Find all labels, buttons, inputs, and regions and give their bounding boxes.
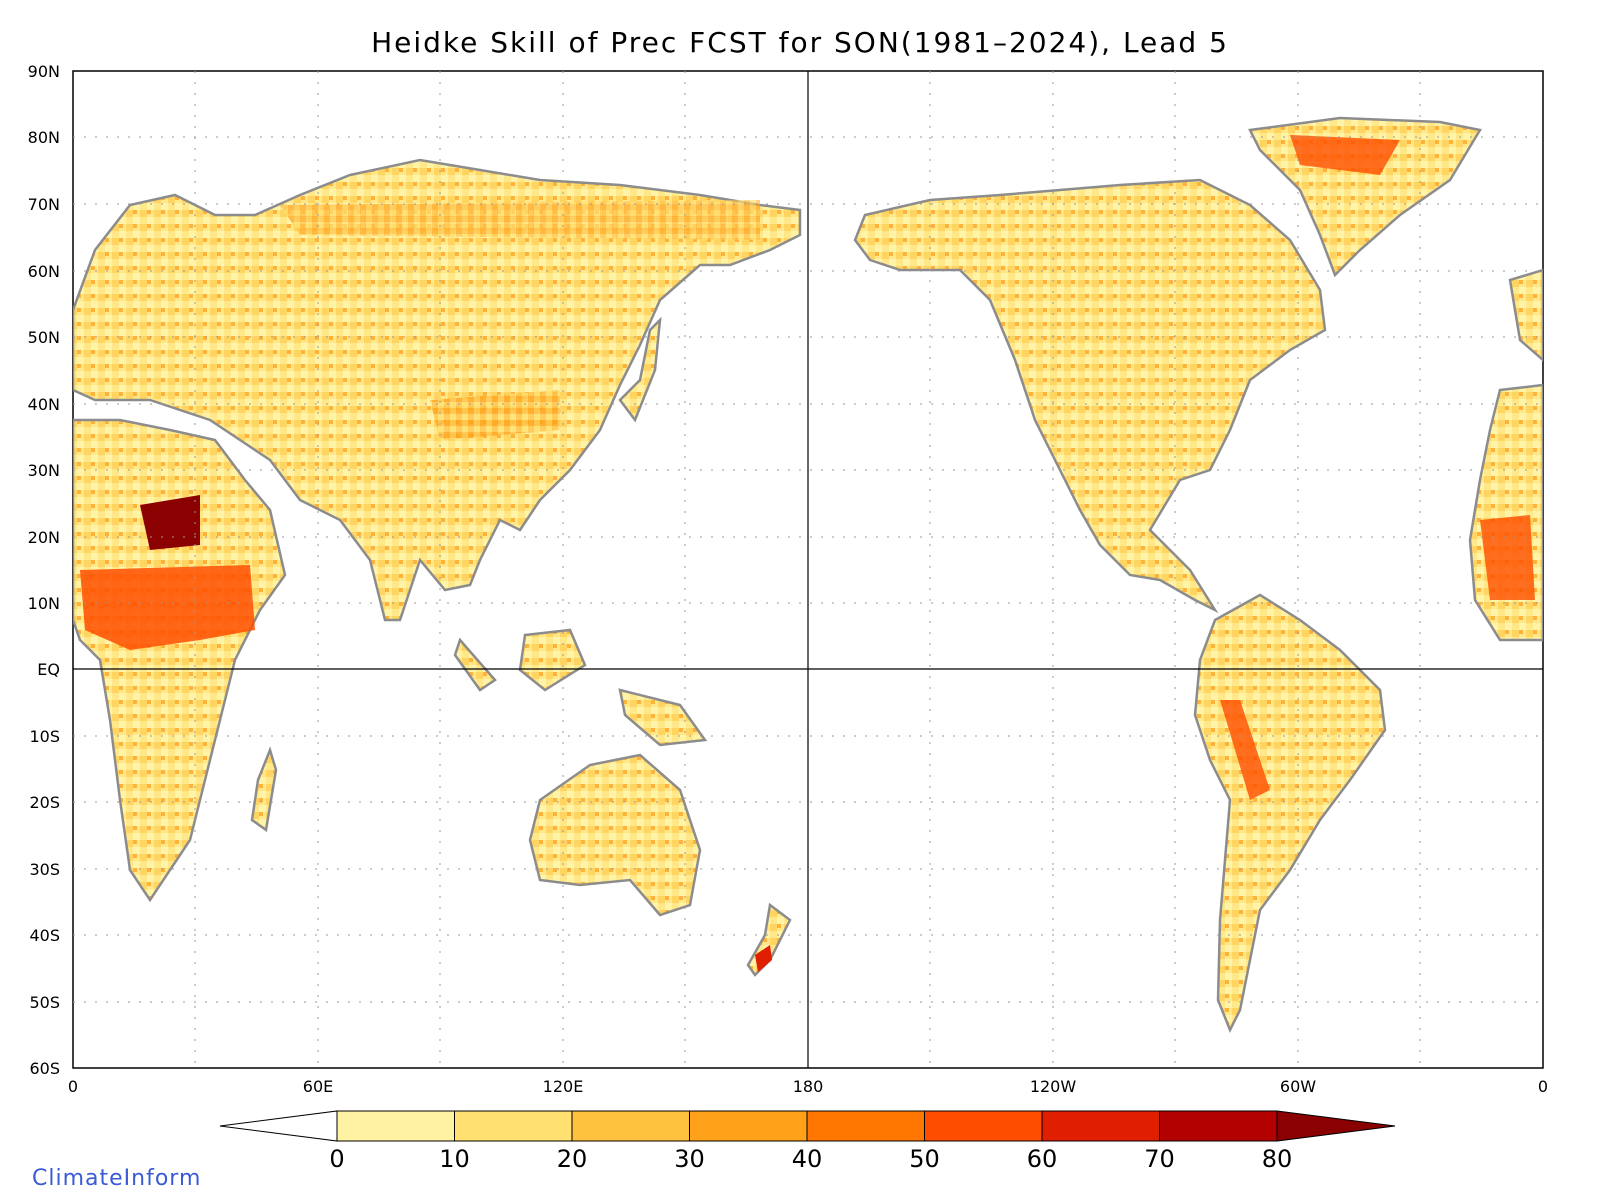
colorbar: 0 10 20 30 40 50 60 70 80 bbox=[219, 1110, 1396, 1173]
skill-hotspots bbox=[80, 135, 1535, 972]
map-title: Heidke Skill of Prec FCST for SON(1981–2… bbox=[371, 26, 1229, 59]
madagascar-landmass bbox=[250, 746, 278, 833]
hotspot-new-zealand bbox=[755, 945, 772, 972]
lon-tick-label: 0 bbox=[68, 1077, 78, 1096]
sumatra-landmass bbox=[453, 637, 497, 692]
lon-tick-label: 60W bbox=[1280, 1077, 1316, 1096]
lon-tick-label: 0 bbox=[1538, 1077, 1548, 1096]
colorbar-label: 0 bbox=[329, 1145, 344, 1173]
colorbar-label: 60 bbox=[1027, 1145, 1058, 1173]
japan-landmass bbox=[618, 316, 662, 423]
colorbar-label: 30 bbox=[674, 1145, 705, 1173]
colorbar-swatch bbox=[336, 1110, 455, 1142]
borneo-landmass bbox=[518, 628, 587, 692]
hotspot-north-africa bbox=[140, 495, 200, 550]
lat-tick-label: 30S bbox=[29, 860, 60, 879]
colorbar-swatch bbox=[454, 1110, 573, 1142]
iberia-east-landmass bbox=[1508, 268, 1543, 362]
hotspot-greenland bbox=[1290, 135, 1400, 175]
lon-tick-label: 120E bbox=[543, 1077, 584, 1096]
lon-axis: 0 60E 120E 180 120W 60W 0 bbox=[68, 1077, 1548, 1096]
lat-tick-label: 60N bbox=[28, 262, 60, 281]
lat-tick-label: 10S bbox=[29, 727, 60, 746]
north-america-landmass bbox=[853, 178, 1327, 614]
colorbar-labels: 0 10 20 30 40 50 60 70 80 bbox=[329, 1145, 1292, 1173]
lat-tick-label: 60S bbox=[29, 1059, 60, 1078]
colorbar-label: 70 bbox=[1144, 1145, 1175, 1173]
colorbar-swatch bbox=[924, 1110, 1043, 1142]
hotspot-sahel bbox=[80, 565, 255, 650]
hotspot-west-africa bbox=[1480, 515, 1535, 600]
lat-axis: 90N 80N 70N 60N 50N 40N 30N 20N 10N EQ 1… bbox=[28, 62, 60, 1078]
lon-gridlines bbox=[194, 71, 1421, 1068]
colorbar-label: 10 bbox=[439, 1145, 470, 1173]
colorbar-label: 80 bbox=[1262, 1145, 1293, 1173]
lat-tick-label: 30N bbox=[28, 461, 60, 480]
credit-label: ClimateInform bbox=[32, 1166, 202, 1191]
lat-tick-label: 80N bbox=[28, 128, 60, 147]
eurasia-landmass bbox=[73, 158, 802, 622]
colorbar-swatch bbox=[806, 1110, 925, 1142]
lat-tick-label: 40S bbox=[29, 926, 60, 945]
colorbar-label: 20 bbox=[557, 1145, 588, 1173]
new-guinea-landmass bbox=[618, 688, 708, 747]
colorbar-over-arrow bbox=[1276, 1110, 1396, 1142]
hotspot-siberia bbox=[280, 200, 760, 240]
lat-tick-label: 10N bbox=[28, 594, 60, 613]
lat-tick-label: 50S bbox=[29, 993, 60, 1012]
colorbar-swatch bbox=[689, 1110, 808, 1142]
lat-tick-label: 20N bbox=[28, 528, 60, 547]
lon-tick-label: 120W bbox=[1030, 1077, 1077, 1096]
lat-tick-label: 50N bbox=[28, 328, 60, 347]
lat-tick-label: 90N bbox=[28, 62, 60, 81]
colorbar-swatches bbox=[336, 1110, 1278, 1142]
colorbar-label: 40 bbox=[792, 1145, 823, 1173]
colorbar-under-arrow bbox=[219, 1110, 338, 1142]
lon-tick-label: 180 bbox=[793, 1077, 824, 1096]
lon-tick-label: 60E bbox=[303, 1077, 333, 1096]
lat-tick-label: 70N bbox=[28, 195, 60, 214]
lat-tick-label: 20S bbox=[29, 793, 60, 812]
colorbar-label: 50 bbox=[909, 1145, 940, 1173]
lat-tick-label: EQ bbox=[37, 660, 60, 679]
lat-tick-label: 40N bbox=[28, 395, 60, 414]
australia-landmass bbox=[528, 753, 702, 917]
hotspot-china bbox=[430, 390, 560, 440]
colorbar-swatch bbox=[1041, 1110, 1160, 1142]
colorbar-swatch bbox=[571, 1110, 690, 1142]
south-america-landmass bbox=[1193, 593, 1387, 1034]
hotspot-andes bbox=[1220, 700, 1270, 800]
colorbar-swatch bbox=[1159, 1110, 1278, 1142]
africa-landmass bbox=[73, 418, 287, 903]
